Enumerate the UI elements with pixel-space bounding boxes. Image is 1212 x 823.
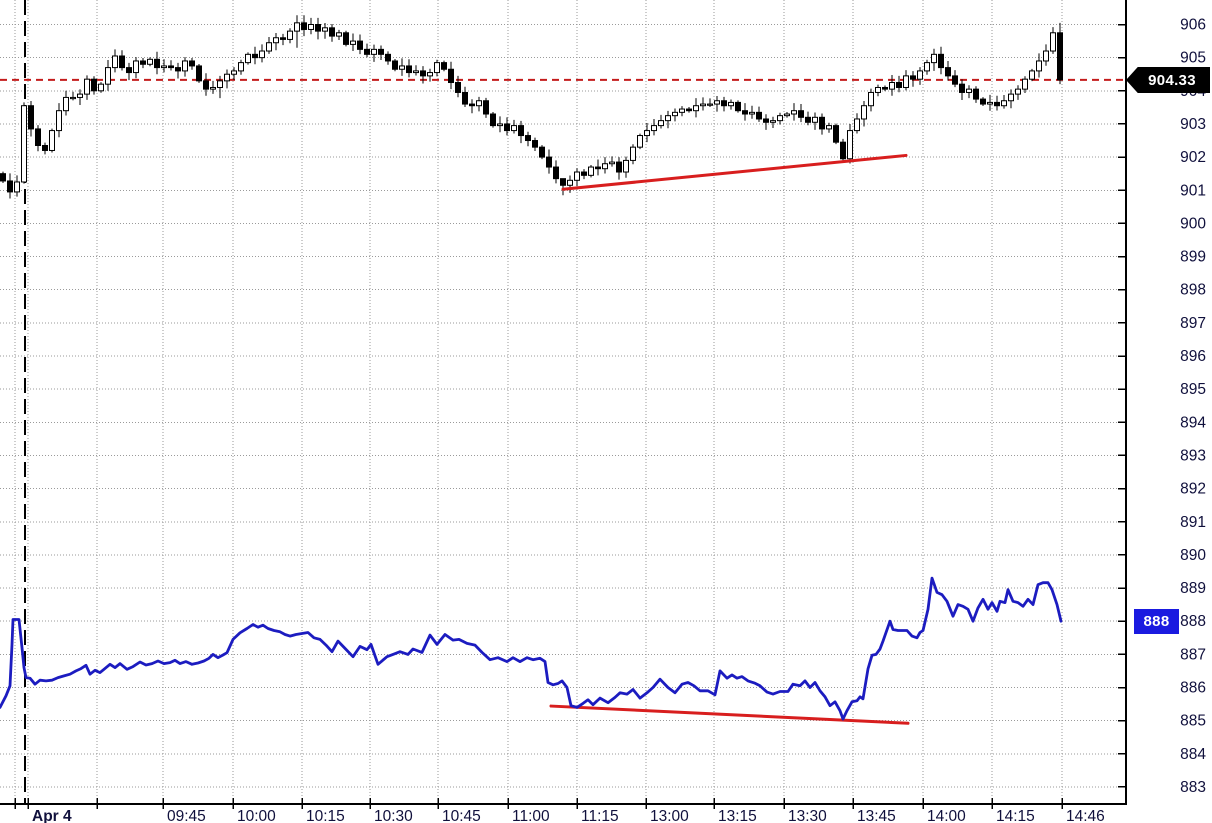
svg-text:903: 903 <box>1180 116 1206 133</box>
svg-text:11:15: 11:15 <box>581 808 619 823</box>
svg-text:10:00: 10:00 <box>237 808 276 823</box>
svg-text:Apr 4: Apr 4 <box>32 808 72 823</box>
svg-text:906: 906 <box>1180 17 1206 34</box>
svg-text:889: 889 <box>1180 580 1206 597</box>
svg-text:899: 899 <box>1180 249 1206 266</box>
svg-text:10:45: 10:45 <box>442 808 481 823</box>
upper-rising-trendline[interactable] <box>561 153 908 191</box>
axis-frame <box>0 0 1127 805</box>
svg-text:09:45: 09:45 <box>167 808 206 823</box>
svg-text:883: 883 <box>1180 779 1206 796</box>
svg-text:10:30: 10:30 <box>374 808 413 823</box>
svg-text:14:00: 14:00 <box>927 808 966 823</box>
svg-text:888: 888 <box>1180 613 1206 630</box>
svg-text:897: 897 <box>1180 315 1206 332</box>
candlestick-series <box>0 15 1063 199</box>
svg-text:885: 885 <box>1180 713 1206 730</box>
svg-text:895: 895 <box>1180 381 1206 398</box>
price-gridlines <box>0 24 1126 788</box>
svg-text:886: 886 <box>1180 680 1206 697</box>
svg-text:13:00: 13:00 <box>650 808 689 823</box>
svg-text:14:15: 14:15 <box>996 808 1035 823</box>
svg-text:898: 898 <box>1180 282 1206 299</box>
price-axis[interactable]: 9069059049039029019008998988978968958948… <box>1118 17 1206 796</box>
time-gridlines <box>14 0 1063 804</box>
time-axis[interactable]: Apr 4 09:45 10:00 10:15 10:30 10:45 11:00 11:15… <box>14 798 1105 823</box>
svg-text:901: 901 <box>1180 182 1206 199</box>
svg-text:10:15: 10:15 <box>306 808 345 823</box>
svg-text:11:00: 11:00 <box>512 808 550 823</box>
svg-text:892: 892 <box>1180 481 1206 498</box>
svg-text:13:30: 13:30 <box>788 808 827 823</box>
svg-text:884: 884 <box>1180 746 1206 763</box>
svg-text:896: 896 <box>1180 348 1206 365</box>
svg-text:894: 894 <box>1180 414 1206 431</box>
last-price-badge: 904.33 <box>1126 67 1210 93</box>
svg-text:890: 890 <box>1180 547 1206 564</box>
lower-line-series <box>0 576 1063 721</box>
svg-text:13:15: 13:15 <box>718 808 757 823</box>
svg-text:893: 893 <box>1180 447 1206 464</box>
svg-text:900: 900 <box>1180 215 1206 232</box>
svg-text:887: 887 <box>1180 646 1206 663</box>
svg-text:14:46: 14:46 <box>1066 808 1105 823</box>
lower-declining-trendline[interactable] <box>549 704 910 725</box>
svg-text:13:45: 13:45 <box>857 808 896 823</box>
svg-text:902: 902 <box>1180 149 1206 166</box>
svg-text:905: 905 <box>1180 50 1206 67</box>
line-value-badge: 888 <box>1134 609 1179 634</box>
svg-text:891: 891 <box>1180 514 1206 531</box>
